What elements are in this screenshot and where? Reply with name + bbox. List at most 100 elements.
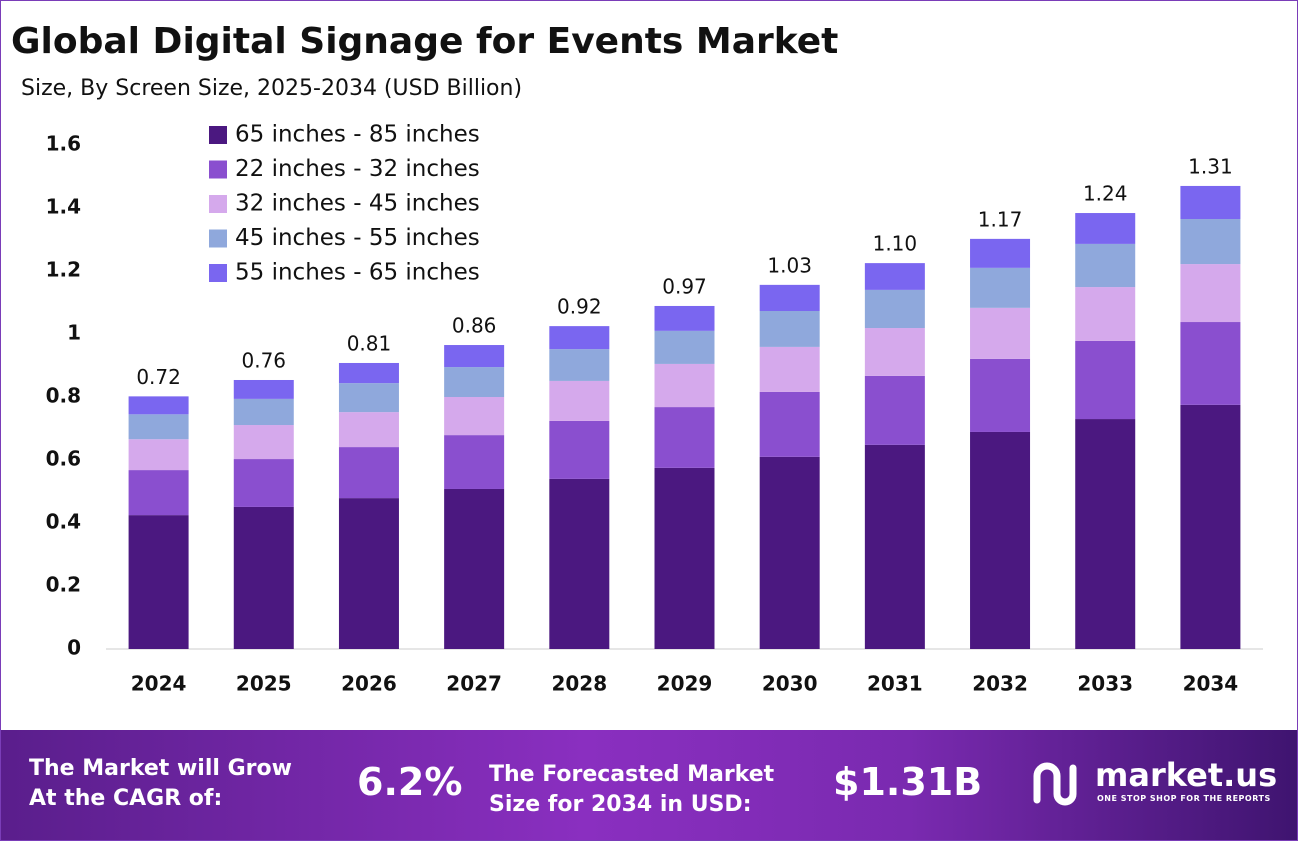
bar-segment bbox=[128, 414, 189, 440]
y-tick-label: 1.4 bbox=[46, 195, 81, 219]
y-tick-label: 0.6 bbox=[46, 447, 81, 471]
legend-swatch bbox=[209, 160, 227, 179]
bar-segment bbox=[864, 263, 925, 290]
bar-segment bbox=[970, 358, 1031, 432]
legend-label: 22 inches - 32 inches bbox=[235, 156, 480, 182]
bar-segment bbox=[970, 267, 1031, 308]
total-label: 0.76 bbox=[242, 348, 287, 372]
total-label: 0.86 bbox=[452, 314, 497, 338]
bar-segment bbox=[233, 459, 294, 507]
bar-segment bbox=[128, 515, 189, 649]
x-tick-label: 2030 bbox=[762, 672, 818, 696]
total-label: 1.10 bbox=[873, 232, 918, 256]
text: At the CAGR of: bbox=[29, 786, 223, 811]
bar-segment bbox=[1180, 322, 1241, 405]
cagr-value: 6.2% bbox=[357, 760, 463, 804]
y-tick-label: 1 bbox=[67, 321, 81, 345]
forecast-label: The Forecasted Market Size for 2034 in US… bbox=[489, 760, 774, 820]
bar-segment bbox=[549, 380, 610, 421]
bar-segment bbox=[444, 435, 505, 489]
cagr-label: The Market will Grow At the CAGR of: bbox=[29, 754, 292, 814]
bar-segment bbox=[1180, 185, 1241, 220]
y-tick-label: 0.8 bbox=[46, 384, 81, 408]
text: Size for 2034 in USD: bbox=[489, 792, 752, 817]
bar-segment bbox=[654, 363, 715, 408]
bar-segment bbox=[1075, 243, 1136, 288]
bar-segment bbox=[759, 346, 820, 392]
x-tick-label: 2027 bbox=[446, 672, 502, 696]
y-tick-label: 0 bbox=[67, 636, 81, 660]
bar-segment bbox=[549, 326, 610, 350]
bar-segment bbox=[1075, 340, 1136, 420]
bar-segment bbox=[233, 379, 294, 399]
bar-segment bbox=[654, 305, 715, 331]
y-tick-label: 1.2 bbox=[46, 258, 81, 282]
legend-swatch bbox=[209, 195, 227, 213]
bar-segment bbox=[864, 328, 925, 376]
bar-segment bbox=[970, 238, 1031, 268]
bar-segment bbox=[233, 398, 294, 426]
legend-label: 32 inches - 45 inches bbox=[235, 191, 480, 217]
logo-icon bbox=[1031, 760, 1087, 817]
bar-segment bbox=[759, 456, 820, 649]
bar-segment bbox=[654, 467, 715, 649]
text: The Forecasted Market bbox=[489, 762, 775, 787]
total-label: 1.17 bbox=[978, 207, 1023, 231]
bar-segment bbox=[759, 284, 820, 312]
bar-segment bbox=[654, 407, 715, 468]
x-tick-label: 2028 bbox=[551, 672, 607, 696]
legend-swatch bbox=[209, 229, 227, 248]
total-label: 0.92 bbox=[557, 295, 602, 319]
bar-segment bbox=[128, 439, 189, 471]
footer: The Market will Grow At the CAGR of: 6.2%… bbox=[1, 730, 1297, 840]
x-tick-label: 2032 bbox=[972, 672, 1028, 696]
total-label: 1.31 bbox=[1188, 154, 1233, 178]
bar-segment bbox=[549, 478, 610, 649]
bar-segment bbox=[444, 488, 505, 649]
y-tick-label: 0.2 bbox=[46, 573, 81, 597]
legend-label: 45 inches - 55 inches bbox=[235, 225, 480, 251]
bar-segment bbox=[864, 375, 925, 445]
x-tick-label: 2029 bbox=[657, 672, 713, 696]
bar-segment bbox=[444, 367, 505, 397]
bar-segment bbox=[1180, 219, 1241, 265]
bar-segment bbox=[1180, 404, 1241, 649]
x-tick-label: 2024 bbox=[131, 672, 187, 696]
chart: Global Digital Signage for Events Market… bbox=[11, 21, 1263, 696]
bar-segment bbox=[444, 397, 505, 436]
tagline: ONE STOP SHOP FOR THE REPORTS bbox=[1097, 794, 1271, 803]
legend-label: 65 inches - 85 inches bbox=[235, 122, 480, 148]
bar-segment bbox=[549, 420, 610, 479]
bar-segment bbox=[864, 444, 925, 649]
bar-segment bbox=[759, 391, 820, 457]
y-tick-label: 1.6 bbox=[46, 132, 81, 156]
total-label: 0.97 bbox=[662, 274, 707, 298]
legend-swatch bbox=[209, 264, 227, 282]
bar-segment bbox=[338, 362, 399, 384]
bar-segment bbox=[549, 349, 610, 381]
bar-segment bbox=[970, 307, 1031, 359]
bar-segment bbox=[864, 289, 925, 329]
legend-swatch bbox=[209, 126, 227, 144]
bar-segment bbox=[1075, 213, 1136, 244]
x-tick-label: 2033 bbox=[1077, 672, 1133, 696]
text: The Market will Grow bbox=[29, 756, 292, 781]
bar-segment bbox=[233, 506, 294, 649]
logo-mark bbox=[1033, 762, 1077, 806]
bar-segment bbox=[233, 425, 294, 460]
bar-segment bbox=[338, 412, 399, 448]
x-tick-label: 2025 bbox=[236, 672, 292, 696]
bar-segment bbox=[128, 470, 189, 516]
bar-segment bbox=[338, 498, 399, 649]
forecast-value: $1.31B bbox=[833, 760, 983, 804]
total-label: 1.24 bbox=[1083, 182, 1128, 206]
legend-label: 55 inches - 65 inches bbox=[235, 260, 480, 286]
x-tick-label: 2034 bbox=[1183, 672, 1239, 696]
bar-segment bbox=[128, 396, 189, 415]
bar-segment bbox=[1075, 287, 1136, 341]
bar-segment bbox=[654, 330, 715, 364]
y-tick-label: 0.4 bbox=[46, 510, 81, 534]
bar-segment bbox=[970, 431, 1031, 649]
bar-segment bbox=[1075, 419, 1136, 649]
bar-segment bbox=[444, 345, 505, 368]
